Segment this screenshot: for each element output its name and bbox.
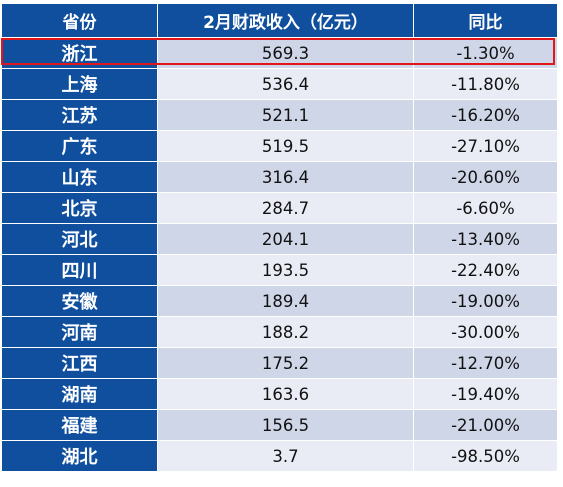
province-cell: 河南 bbox=[2, 317, 158, 348]
table-body: 浙江 569.3 -1.30% 上海 536.4 -11.80% 江苏 521.1 -16.20… bbox=[2, 38, 558, 472]
yoy-cell: -30.00% bbox=[414, 317, 558, 348]
table-row: 福建 156.5 -21.00% bbox=[2, 410, 558, 441]
revenue-cell: 163.6 bbox=[158, 379, 414, 410]
revenue-cell: 284.7 bbox=[158, 193, 414, 224]
revenue-cell: 519.5 bbox=[158, 131, 414, 162]
yoy-cell: -6.60% bbox=[414, 193, 558, 224]
yoy-cell: -19.00% bbox=[414, 286, 558, 317]
yoy-cell: -27.10% bbox=[414, 131, 558, 162]
table-header-row: 省份 2月财政收入（亿元） 同比 bbox=[2, 4, 558, 38]
yoy-cell: -1.30% bbox=[414, 38, 558, 69]
province-cell: 浙江 bbox=[2, 38, 158, 69]
table-row: 上海 536.4 -11.80% bbox=[2, 69, 558, 100]
province-cell: 上海 bbox=[2, 69, 158, 100]
table-row: 湖北 3.7 -98.50% bbox=[2, 441, 558, 472]
table-row: 北京 284.7 -6.60% bbox=[2, 193, 558, 224]
yoy-cell: -21.00% bbox=[414, 410, 558, 441]
province-cell: 江西 bbox=[2, 348, 158, 379]
province-cell: 四川 bbox=[2, 255, 158, 286]
yoy-cell: -11.80% bbox=[414, 69, 558, 100]
revenue-cell: 188.2 bbox=[158, 317, 414, 348]
revenue-cell: 156.5 bbox=[158, 410, 414, 441]
province-cell: 北京 bbox=[2, 193, 158, 224]
table-row: 四川 193.5 -22.40% bbox=[2, 255, 558, 286]
province-cell: 湖南 bbox=[2, 379, 158, 410]
revenue-cell: 204.1 bbox=[158, 224, 414, 255]
revenue-cell: 175.2 bbox=[158, 348, 414, 379]
table-row: 广东 519.5 -27.10% bbox=[2, 131, 558, 162]
revenue-cell: 193.5 bbox=[158, 255, 414, 286]
province-cell: 福建 bbox=[2, 410, 158, 441]
yoy-cell: -19.40% bbox=[414, 379, 558, 410]
table-row: 江西 175.2 -12.70% bbox=[2, 348, 558, 379]
yoy-cell: -98.50% bbox=[414, 441, 558, 472]
yoy-cell: -12.70% bbox=[414, 348, 558, 379]
yoy-cell: -20.60% bbox=[414, 162, 558, 193]
yoy-cell: -13.40% bbox=[414, 224, 558, 255]
yoy-cell: -22.40% bbox=[414, 255, 558, 286]
revenue-table: 省份 2月财政收入（亿元） 同比 浙江 569.3 -1.30% 上海 536.4 -11… bbox=[2, 4, 558, 472]
table-row: 江苏 521.1 -16.20% bbox=[2, 100, 558, 131]
header-yoy: 同比 bbox=[414, 4, 558, 38]
revenue-cell: 536.4 bbox=[158, 69, 414, 100]
province-cell: 山东 bbox=[2, 162, 158, 193]
table-row: 河北 204.1 -13.40% bbox=[2, 224, 558, 255]
province-cell: 广东 bbox=[2, 131, 158, 162]
province-cell: 江苏 bbox=[2, 100, 158, 131]
table-row: 山东 316.4 -20.60% bbox=[2, 162, 558, 193]
revenue-cell: 3.7 bbox=[158, 441, 414, 472]
province-cell: 湖北 bbox=[2, 441, 158, 472]
header-revenue: 2月财政收入（亿元） bbox=[158, 4, 414, 38]
province-cell: 河北 bbox=[2, 224, 158, 255]
revenue-cell: 521.1 bbox=[158, 100, 414, 131]
revenue-cell: 569.3 bbox=[158, 38, 414, 69]
table-row: 安徽 189.4 -19.00% bbox=[2, 286, 558, 317]
province-cell: 安徽 bbox=[2, 286, 158, 317]
header-province: 省份 bbox=[2, 4, 158, 38]
table-row: 河南 188.2 -30.00% bbox=[2, 317, 558, 348]
yoy-cell: -16.20% bbox=[414, 100, 558, 131]
table-row: 湖南 163.6 -19.40% bbox=[2, 379, 558, 410]
revenue-cell: 316.4 bbox=[158, 162, 414, 193]
table-row: 浙江 569.3 -1.30% bbox=[2, 38, 558, 69]
revenue-cell: 189.4 bbox=[158, 286, 414, 317]
